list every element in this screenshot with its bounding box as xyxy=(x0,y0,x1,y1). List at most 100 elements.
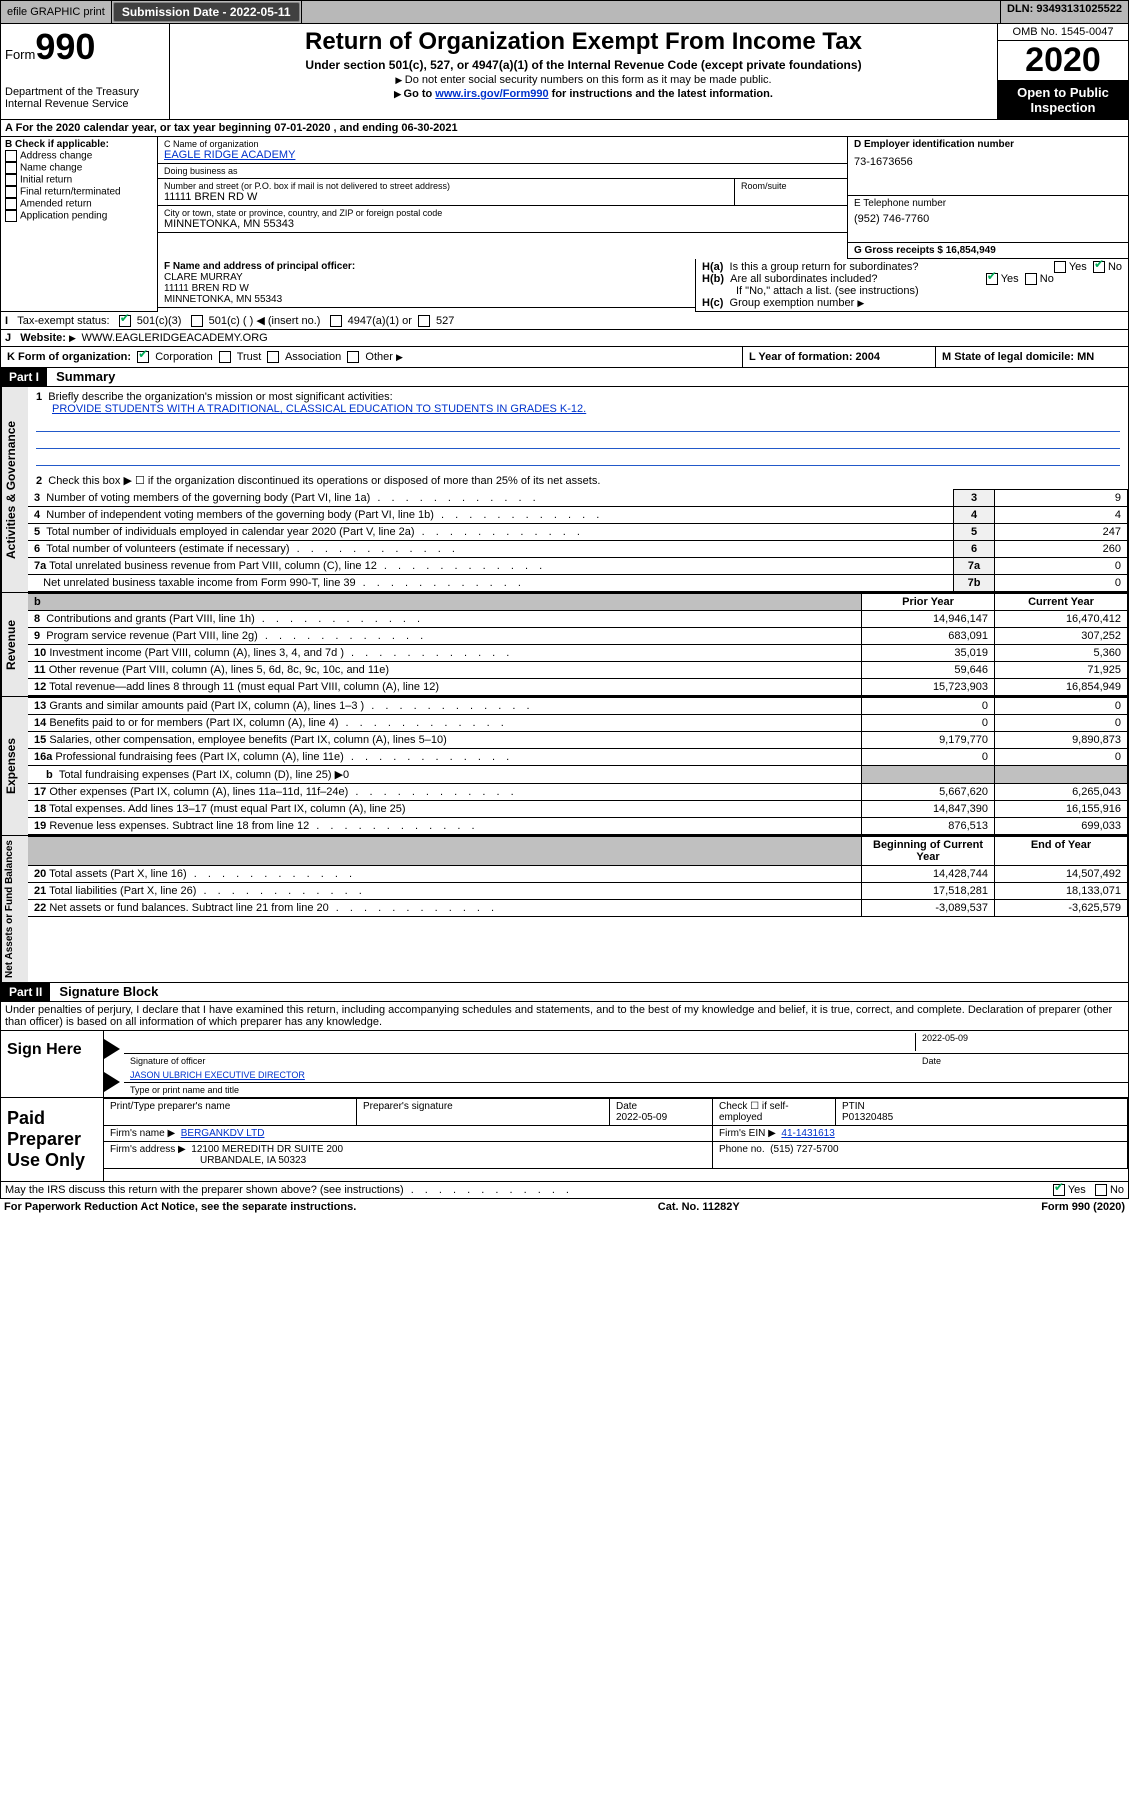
beg-header: Beginning of Current Year xyxy=(862,837,995,866)
dba-label: Doing business as xyxy=(164,166,841,176)
hb-label: Are all subordinates included? xyxy=(730,273,877,285)
l18p: 14,847,390 xyxy=(862,801,995,818)
netassets-vlabel: Net Assets or Fund Balances xyxy=(1,836,28,982)
prep-print-label: Print/Type preparer's name xyxy=(110,1101,350,1112)
l8c: 16,470,412 xyxy=(995,611,1128,628)
i-501c3-box[interactable] xyxy=(119,315,131,327)
i-527-box[interactable] xyxy=(418,315,430,327)
l16ap: 0 xyxy=(862,749,995,766)
mission-text[interactable]: PROVIDE STUDENTS WITH A TRADITIONAL, CLA… xyxy=(52,403,586,415)
l14p: 0 xyxy=(862,715,995,732)
form990-link[interactable]: www.irs.gov/Form990 xyxy=(435,88,548,100)
l3-val: 9 xyxy=(995,490,1128,507)
header-left: Form990 Department of the Treasury Inter… xyxy=(1,24,170,119)
firm-name-label: Firm's name ▶ xyxy=(110,1128,175,1139)
l11p: 59,646 xyxy=(862,662,995,679)
discuss-yes-box[interactable] xyxy=(1053,1184,1065,1196)
k-other-box[interactable] xyxy=(347,351,359,363)
l18c: 16,155,916 xyxy=(995,801,1128,818)
l13p: 0 xyxy=(862,698,995,715)
k-trust: Trust xyxy=(237,351,262,363)
identity-grid: B Check if applicable: Address change Na… xyxy=(0,137,1129,259)
l6-label: Total number of volunteers (estimate if … xyxy=(46,543,459,555)
l14c: 0 xyxy=(995,715,1128,732)
l5-label: Total number of individuals employed in … xyxy=(46,526,584,538)
l12: Total revenue—add lines 8 through 11 (mu… xyxy=(49,681,439,693)
k-assoc-box[interactable] xyxy=(267,351,279,363)
sign-block: Sign Here 2022-05-09 Signature of office… xyxy=(0,1031,1129,1098)
hb-no-box[interactable] xyxy=(1025,273,1037,285)
chk-initial[interactable]: Initial return xyxy=(5,174,153,186)
l19p: 876,513 xyxy=(862,818,995,835)
l11: Other revenue (Part VIII, column (A), li… xyxy=(49,664,389,676)
chk-pending-label: Application pending xyxy=(20,211,107,222)
k-corp-box[interactable] xyxy=(137,351,149,363)
l19: Revenue less expenses. Subtract line 18 … xyxy=(49,820,478,832)
ha-no-box[interactable] xyxy=(1093,261,1105,273)
prep-check-label[interactable]: Check ☐ if self-employed xyxy=(713,1099,836,1126)
footer: For Paperwork Reduction Act Notice, see … xyxy=(0,1199,1129,1215)
i-label: Tax-exempt status: xyxy=(17,315,109,327)
signature-field[interactable] xyxy=(130,1033,915,1051)
prep-print-val[interactable] xyxy=(110,1112,350,1123)
ha-row: H(a) Is this a group return for subordin… xyxy=(702,261,1122,273)
mission-label: Briefly describe the organization's miss… xyxy=(48,391,392,403)
k-label: K Form of organization: xyxy=(7,351,131,363)
l16bc xyxy=(995,766,1128,784)
revenue-vlabel: Revenue xyxy=(1,593,28,696)
cat-no: Cat. No. 11282Y xyxy=(658,1201,740,1213)
prior-header: Prior Year xyxy=(862,594,995,611)
l16bp xyxy=(862,766,995,784)
l8p: 14,946,147 xyxy=(862,611,995,628)
discuss-no-box[interactable] xyxy=(1095,1184,1107,1196)
l20c: 14,507,492 xyxy=(995,866,1128,883)
governance-vlabel: Activities & Governance xyxy=(1,387,28,592)
revenue-section: Revenue b Prior Year Current Year 8 Cont… xyxy=(0,593,1129,697)
firm-ein[interactable]: 41-1431613 xyxy=(781,1128,834,1139)
l17: Other expenses (Part IX, column (A), lin… xyxy=(49,786,517,798)
f-name: CLARE MURRAY xyxy=(164,272,689,283)
form-note1: Do not enter social security numbers on … xyxy=(174,74,993,86)
l3-label: Number of voting members of the governin… xyxy=(46,492,539,504)
chk-amended[interactable]: Amended return xyxy=(5,198,153,210)
chk-address[interactable]: Address change xyxy=(5,150,153,162)
prep-date-val: 2022-05-09 xyxy=(616,1112,706,1123)
hb-yes-box[interactable] xyxy=(986,273,998,285)
col-b-title: B Check if applicable: xyxy=(5,139,153,150)
l16ac: 0 xyxy=(995,749,1128,766)
row-klm: K Form of organization: Corporation Trus… xyxy=(0,347,1129,368)
submission-date-button[interactable]: Submission Date - 2022-05-11 xyxy=(113,2,300,22)
part2-header-row: Part II Signature Block xyxy=(0,983,1129,1002)
discuss-no: No xyxy=(1110,1184,1124,1196)
form-subtitle: Under section 501(c), 527, or 4947(a)(1)… xyxy=(174,58,993,72)
i-501c-box[interactable] xyxy=(191,315,203,327)
firm-name[interactable]: BERGANKDV LTD xyxy=(181,1128,265,1139)
i-4947-box[interactable] xyxy=(330,315,342,327)
chk-amended-label: Amended return xyxy=(20,199,92,210)
phone-label: E Telephone number xyxy=(854,198,1122,209)
discuss-row: May the IRS discuss this return with the… xyxy=(0,1182,1129,1199)
top-bar-spacer xyxy=(302,1,1001,23)
ha-no: No xyxy=(1108,261,1122,273)
chk-final[interactable]: Final return/terminated xyxy=(5,186,153,198)
l7b-val: 0 xyxy=(995,575,1128,592)
netassets-table: Beginning of Current Year End of Year 20… xyxy=(28,836,1128,917)
end-header: End of Year xyxy=(995,837,1128,866)
chk-name[interactable]: Name change xyxy=(5,162,153,174)
header-center: Return of Organization Exempt From Incom… xyxy=(170,24,997,119)
org-name[interactable]: EAGLE RIDGE ACADEMY xyxy=(164,149,841,161)
expenses-table: 13 Grants and similar amounts paid (Part… xyxy=(28,697,1128,835)
part1-header-row: Part I Summary xyxy=(0,368,1129,387)
netassets-section: Net Assets or Fund Balances Beginning of… xyxy=(0,836,1129,983)
chk-pending[interactable]: Application pending xyxy=(5,210,153,222)
officer-name[interactable]: JASON ULBRICH EXECUTIVE DIRECTOR xyxy=(124,1068,1128,1083)
gross-receipts: G Gross receipts $ 16,854,949 xyxy=(854,245,1122,256)
ha-yes-box[interactable] xyxy=(1054,261,1066,273)
pra-notice: For Paperwork Reduction Act Notice, see … xyxy=(4,1201,356,1213)
l22: Net assets or fund balances. Subtract li… xyxy=(49,902,498,914)
k-trust-box[interactable] xyxy=(219,351,231,363)
ha-label: Is this a group return for subordinates? xyxy=(730,261,919,273)
na-spacer xyxy=(28,837,862,866)
open-public-badge: Open to Public Inspection xyxy=(998,81,1128,119)
expenses-section: Expenses 13 Grants and similar amounts p… xyxy=(0,697,1129,836)
